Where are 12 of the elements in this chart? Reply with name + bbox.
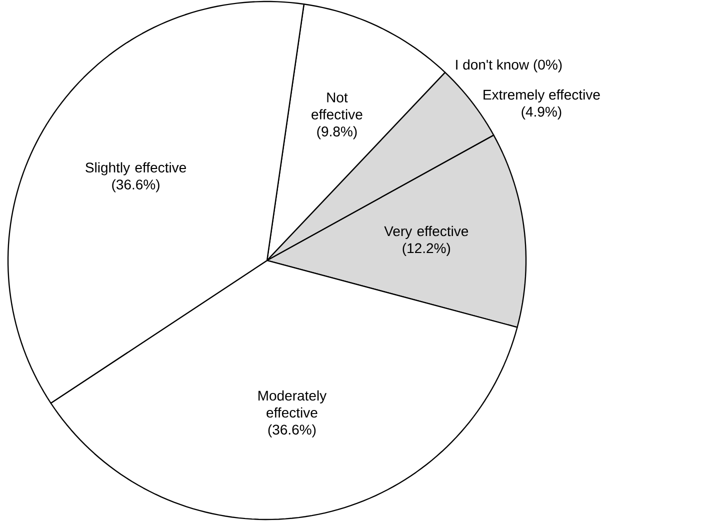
slice-label: Very effective bbox=[384, 226, 468, 239]
text: (0%) bbox=[534, 59, 562, 72]
slice-label: Not effective bbox=[312, 92, 362, 120]
data-label: (9.8%) bbox=[317, 126, 357, 140]
slice-label: Slightly effective bbox=[86, 162, 186, 176]
data-label: (4.9%) bbox=[522, 106, 562, 120]
category-label: I don't know bbox=[456, 59, 530, 70]
slice-label: Moderately effective bbox=[258, 390, 327, 418]
data-label: (36.6%) bbox=[268, 424, 316, 438]
slice-label: Extremely effective bbox=[484, 89, 600, 102]
data-label: (12.2%) bbox=[402, 242, 450, 256]
data-label: (36.6%) bbox=[112, 179, 160, 192]
